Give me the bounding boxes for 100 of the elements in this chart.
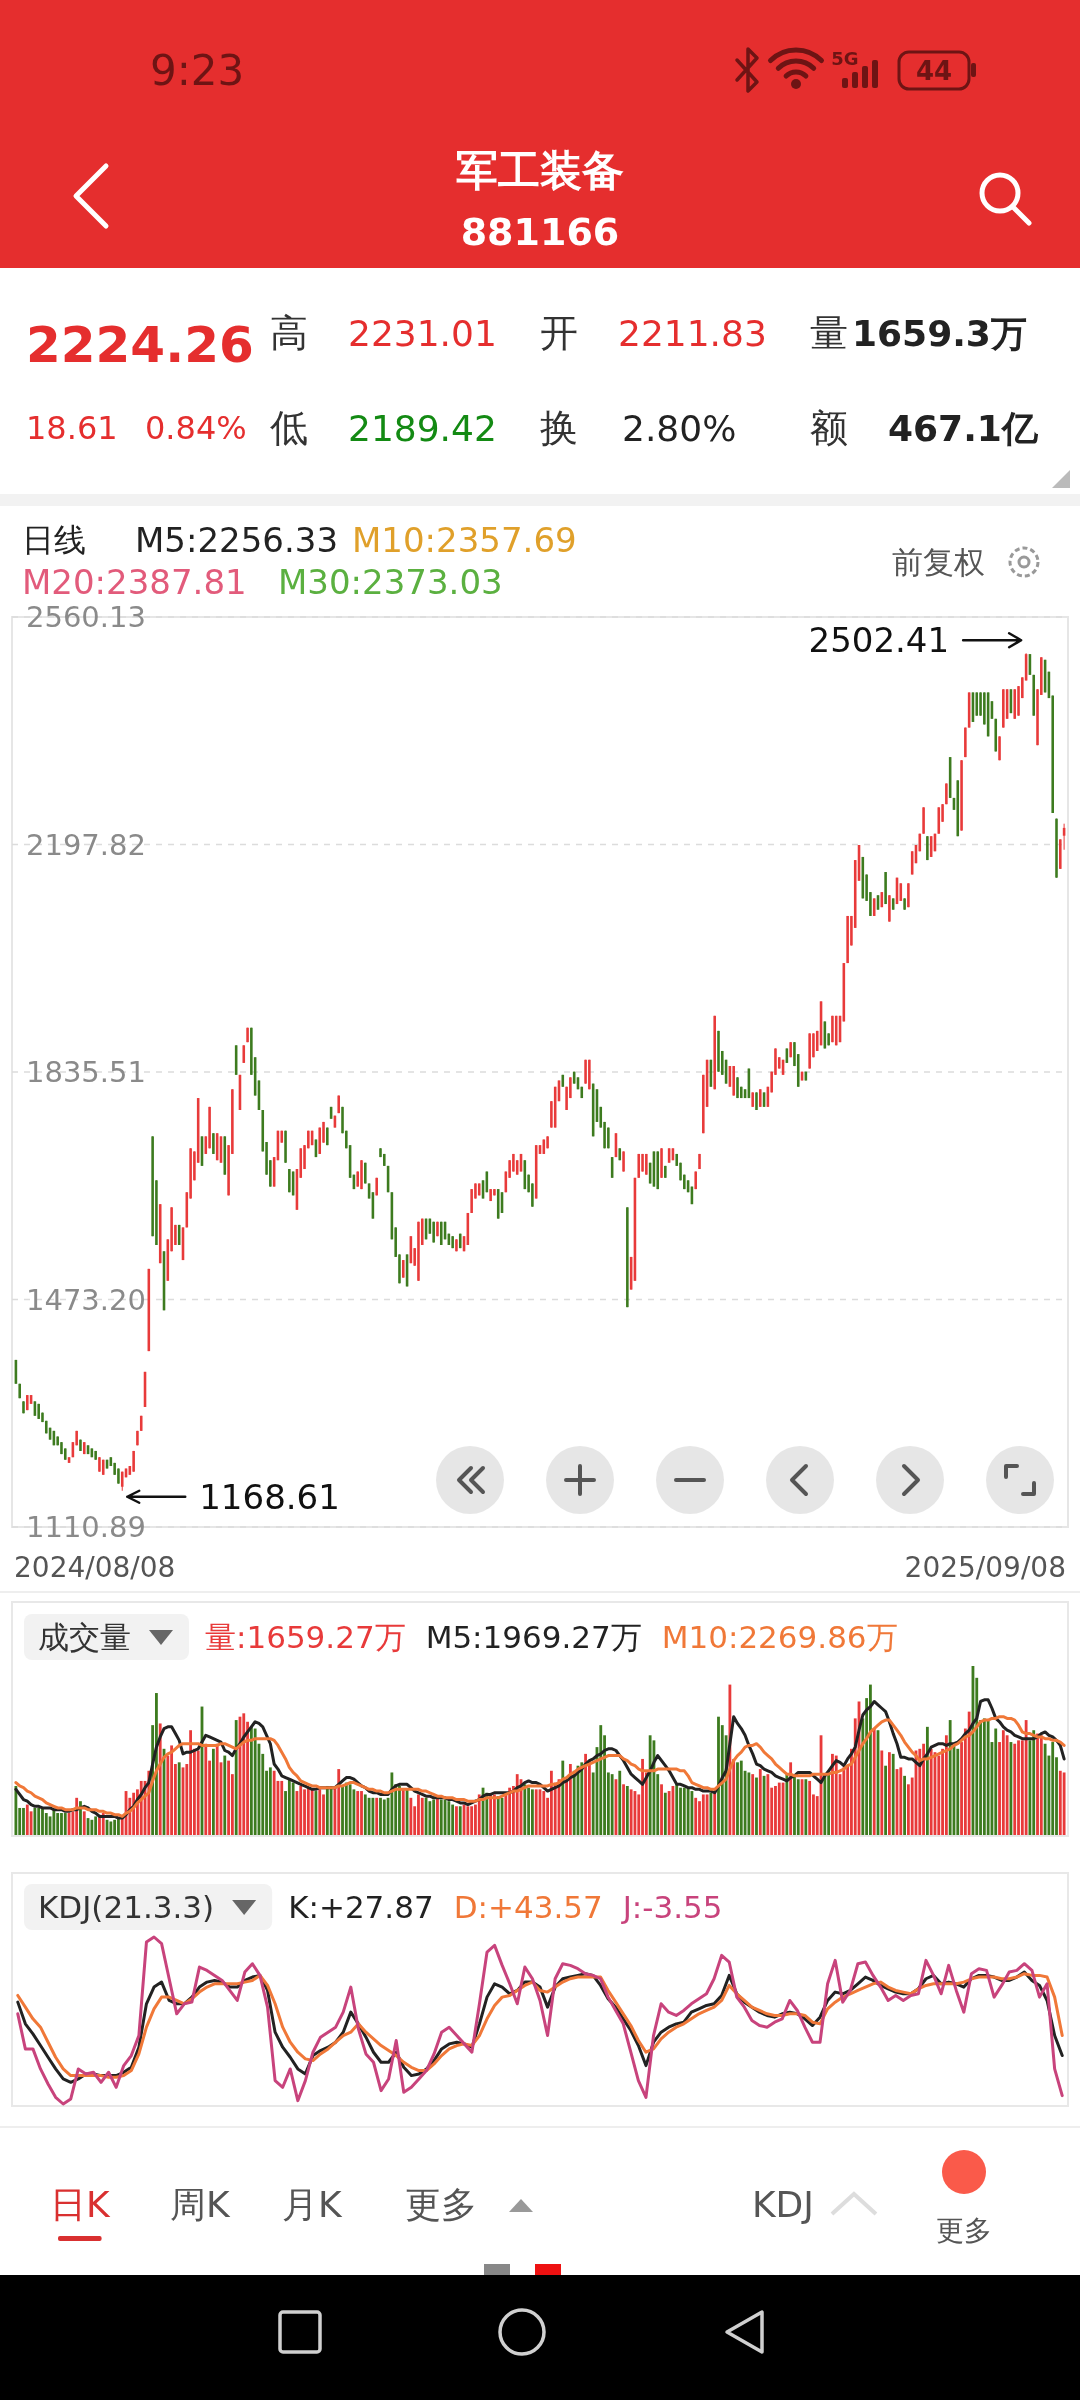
bar [25, 1804, 29, 1835]
text: 周K [170, 2183, 231, 2225]
bar [1039, 1735, 1043, 1835]
bar [834, 1755, 838, 1835]
text: 月K [282, 2183, 343, 2225]
bar [880, 1750, 884, 1835]
bar [318, 1789, 322, 1835]
bar [542, 1791, 546, 1835]
candlestick [212, 1132, 215, 1155]
bar [455, 1806, 458, 1835]
bar [109, 1821, 113, 1835]
bar [360, 1791, 363, 1835]
bar [253, 1728, 257, 1835]
bar [196, 1750, 200, 1835]
text: 881166 [460, 210, 620, 254]
text: 2211.83 [618, 312, 767, 354]
bar [306, 1787, 310, 1835]
bar [117, 1818, 120, 1835]
bar [986, 1720, 990, 1835]
chart-title: KDJ(21.3.3) [38, 1889, 215, 1925]
y-tick-label: 2197.82 [26, 827, 146, 862]
text: 2024/08/08 [14, 1550, 176, 1584]
bar [211, 1748, 215, 1835]
series-label: K:+27.87 [288, 1889, 434, 1925]
bar [432, 1799, 436, 1835]
text: KDJ [752, 2183, 814, 2225]
bar [918, 1748, 922, 1835]
bar [458, 1806, 462, 1835]
bar [694, 1797, 698, 1835]
bar [14, 1785, 18, 1835]
text: 2189.42 [348, 407, 497, 449]
bar [1001, 1730, 1005, 1835]
text: 更多 [936, 2213, 992, 2247]
bar [44, 1813, 48, 1835]
bar [922, 1743, 925, 1835]
bar [493, 1794, 496, 1835]
bar [451, 1804, 455, 1835]
bar [869, 1684, 872, 1835]
bar [1024, 1720, 1028, 1835]
bar [796, 1779, 800, 1835]
text: 467.1亿 [888, 407, 1039, 449]
bar [420, 1797, 424, 1835]
bar [287, 1779, 291, 1835]
bar [777, 1782, 781, 1835]
bar [272, 1770, 276, 1835]
series-label: J:-3.55 [620, 1889, 723, 1925]
bar [1017, 1740, 1020, 1835]
text: 2224.26 [26, 316, 254, 374]
bar [751, 1774, 755, 1835]
y-tick-label: 2560.13 [26, 600, 146, 634]
bar [477, 1794, 481, 1835]
bar [701, 1794, 705, 1835]
chart-title: 日线 [22, 521, 86, 559]
annotation: 1168.61 [199, 1476, 340, 1517]
bar [52, 1809, 56, 1835]
bar [470, 1806, 474, 1835]
bar [948, 1720, 952, 1835]
y-tick-label: 1473.20 [26, 1282, 146, 1317]
bar [686, 1787, 690, 1835]
bar [622, 1784, 625, 1835]
bar [82, 1811, 86, 1835]
bar [789, 1762, 793, 1835]
annotation: 2502.41 [808, 620, 950, 661]
bar [398, 1785, 401, 1835]
series-label: D:+43.57 [453, 1889, 603, 1925]
candlestick [622, 1150, 625, 1173]
bar [747, 1772, 751, 1835]
bar [379, 1797, 382, 1835]
bar [1036, 1733, 1039, 1835]
bar [436, 1797, 439, 1835]
y-tick-label: 1110.89 [26, 1510, 146, 1544]
bar [356, 1791, 360, 1835]
bar [584, 1753, 587, 1835]
bar [417, 1794, 420, 1835]
bar [60, 1813, 63, 1835]
bar [466, 1806, 470, 1835]
bar [189, 1730, 192, 1835]
bar [310, 1789, 314, 1835]
bar [1051, 1742, 1055, 1835]
bar [367, 1797, 371, 1835]
chart-title: 成交量 [38, 1619, 131, 1655]
bar [375, 1797, 379, 1835]
bar [337, 1769, 341, 1835]
bar [785, 1774, 789, 1835]
bar [37, 1807, 41, 1835]
bar [625, 1785, 629, 1835]
bar [41, 1807, 44, 1835]
bar [508, 1787, 512, 1835]
text: 2.80% [622, 407, 737, 449]
bar [1013, 1743, 1017, 1835]
bar [717, 1716, 720, 1835]
bar [291, 1782, 295, 1835]
bar [33, 1807, 37, 1835]
bar [227, 1760, 230, 1835]
bar [736, 1762, 739, 1835]
bar [618, 1770, 622, 1835]
bar [299, 1785, 303, 1835]
bar [903, 1775, 906, 1835]
bar [382, 1799, 386, 1835]
text: 日K [50, 2183, 111, 2225]
